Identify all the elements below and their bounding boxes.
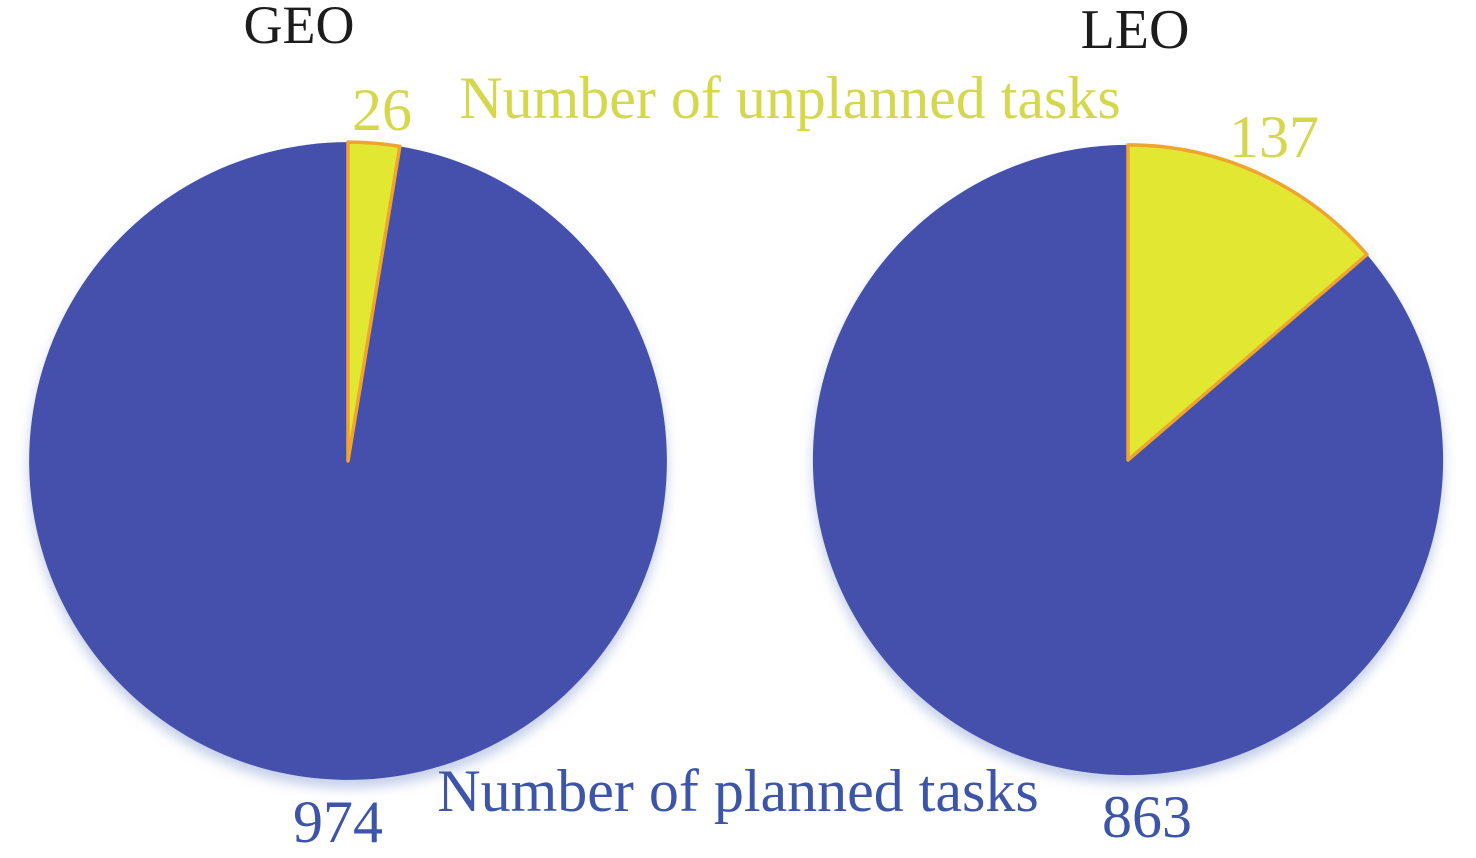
- leo-chart-title: LEO: [1080, 0, 1190, 61]
- geo-planned-value: 974: [293, 789, 383, 855]
- geo-chart-title: GEO: [243, 0, 355, 55]
- leo-unplanned-value: 137: [1229, 104, 1319, 170]
- leo-pie-chart: [812, 143, 1444, 776]
- planned-tasks-label: Number of planned tasks: [437, 758, 1039, 824]
- geo-slice-number-of-unplanned-tasks: [346, 140, 402, 463]
- leo-planned-value: 863: [1102, 784, 1192, 850]
- leo-slice-number-of-unplanned-tasks: [1126, 143, 1369, 462]
- geo-pie-chart: [29, 140, 667, 780]
- geo-unplanned-value: 26: [352, 77, 412, 143]
- unplanned-tasks-label: Number of unplanned tasks: [459, 65, 1121, 131]
